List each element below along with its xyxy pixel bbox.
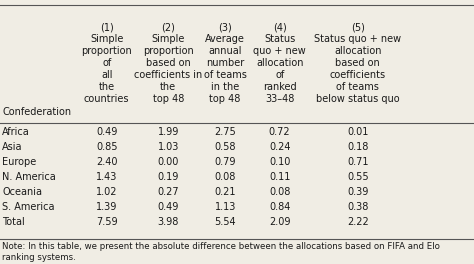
- Text: 2.09: 2.09: [269, 217, 291, 227]
- Text: 0.84: 0.84: [269, 202, 291, 212]
- Text: 1.02: 1.02: [96, 187, 118, 197]
- Text: 2.75: 2.75: [214, 127, 236, 137]
- Text: 0.18: 0.18: [347, 142, 369, 152]
- Text: 0.27: 0.27: [157, 187, 179, 197]
- Text: 0.08: 0.08: [269, 187, 291, 197]
- Text: 1.03: 1.03: [157, 142, 179, 152]
- Text: 2.40: 2.40: [96, 157, 118, 167]
- Text: 0.08: 0.08: [214, 172, 236, 182]
- Text: 0.49: 0.49: [96, 127, 118, 137]
- Text: (1)
Simple
proportion
of
all
the
countries: (1) Simple proportion of all the countri…: [81, 22, 132, 104]
- Text: 0.58: 0.58: [214, 142, 236, 152]
- Text: 1.43: 1.43: [96, 172, 118, 182]
- Text: Asia: Asia: [2, 142, 23, 152]
- Text: 0.38: 0.38: [347, 202, 369, 212]
- Text: 0.85: 0.85: [96, 142, 118, 152]
- Text: 0.01: 0.01: [347, 127, 369, 137]
- Text: Note: In this table, we present the absolute difference between the allocations : Note: In this table, we present the abso…: [2, 242, 440, 262]
- Text: 0.79: 0.79: [214, 157, 236, 167]
- Text: 0.10: 0.10: [269, 157, 291, 167]
- Text: 2.22: 2.22: [347, 217, 369, 227]
- Text: 1.39: 1.39: [96, 202, 118, 212]
- Text: 1.13: 1.13: [214, 202, 236, 212]
- Text: 1.99: 1.99: [157, 127, 179, 137]
- Text: Europe: Europe: [2, 157, 36, 167]
- Text: N. America: N. America: [2, 172, 56, 182]
- Text: (3)
Average
annual
number
of teams
in the
top 48: (3) Average annual number of teams in th…: [204, 22, 246, 104]
- Text: 0.21: 0.21: [214, 187, 236, 197]
- Text: 0.55: 0.55: [347, 172, 369, 182]
- Text: Africa: Africa: [2, 127, 30, 137]
- Text: 0.49: 0.49: [157, 202, 179, 212]
- Text: Confederation: Confederation: [2, 107, 72, 117]
- Text: 0.00: 0.00: [157, 157, 179, 167]
- Text: 0.72: 0.72: [269, 127, 291, 137]
- Text: 0.11: 0.11: [269, 172, 291, 182]
- Text: 0.39: 0.39: [347, 187, 369, 197]
- Text: 5.54: 5.54: [214, 217, 236, 227]
- Text: 0.71: 0.71: [347, 157, 369, 167]
- Text: 0.19: 0.19: [157, 172, 179, 182]
- Text: 3.98: 3.98: [157, 217, 179, 227]
- Text: (5)
Status quo + new
allocation
based on
coefficients
of teams
below status quo: (5) Status quo + new allocation based on…: [314, 22, 401, 104]
- Text: (2)
Simple
proportion
based on
coefficients in
the
top 48: (2) Simple proportion based on coefficie…: [134, 22, 202, 104]
- Text: Total: Total: [2, 217, 25, 227]
- Text: 7.59: 7.59: [96, 217, 118, 227]
- Text: Oceania: Oceania: [2, 187, 42, 197]
- Text: (4)
Status
quo + new
allocation
of
ranked
33–48: (4) Status quo + new allocation of ranke…: [253, 22, 306, 104]
- Text: 0.24: 0.24: [269, 142, 291, 152]
- Text: S. America: S. America: [2, 202, 55, 212]
